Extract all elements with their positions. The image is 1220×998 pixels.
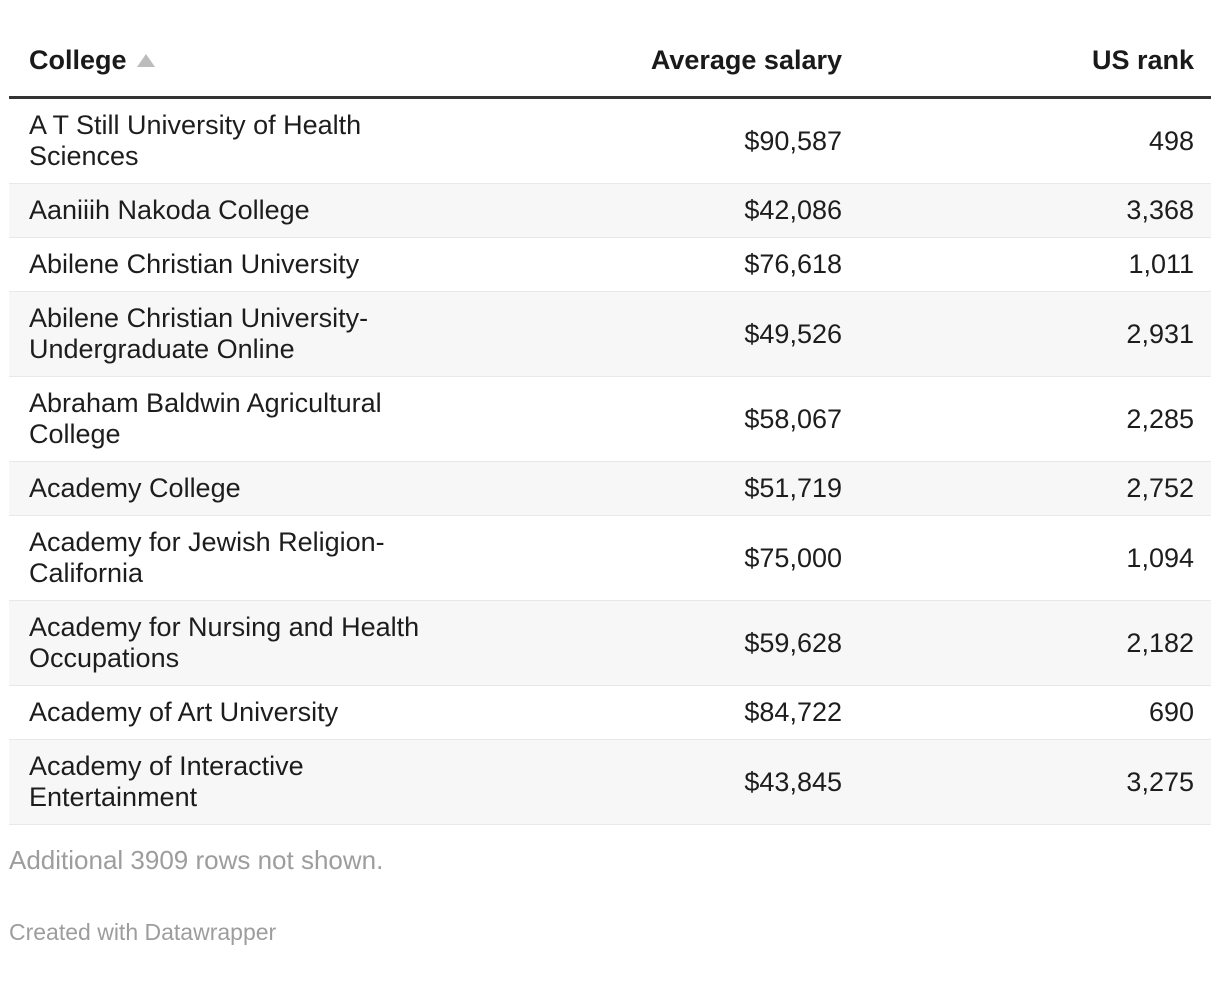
us-rank-cell: 1,011: [842, 237, 1211, 292]
table-row: Abilene Christian University-Undergradua…: [9, 291, 1211, 377]
us-rank-cell: 3,275: [842, 739, 1211, 825]
table-row: Abilene Christian University $76,618 1,0…: [9, 237, 1211, 292]
column-header-us-rank[interactable]: US rank: [842, 40, 1211, 99]
college-name-cell: A T Still University of Health Sciences: [9, 97, 449, 184]
us-rank-cell: 2,931: [842, 291, 1211, 377]
college-salary-table: College Average salary US rank A T Still…: [9, 40, 1211, 825]
us-rank-cell: 2,285: [842, 376, 1211, 462]
table-row: Academy of Interactive Entertainment $43…: [9, 739, 1211, 825]
column-header-average-salary[interactable]: Average salary: [449, 40, 842, 99]
college-name-cell: Academy for Nursing and Health Occupatio…: [9, 600, 449, 686]
college-name-cell: Academy of Art University: [9, 685, 449, 740]
table-row: Academy of Art University $84,722 690: [9, 685, 1211, 740]
college-name-cell: Academy for Jewish Religion-California: [9, 515, 449, 601]
college-name-cell: Abilene Christian University: [9, 237, 449, 292]
table-row: Academy College $51,719 2,752: [9, 461, 1211, 516]
us-rank-cell: 1,094: [842, 515, 1211, 601]
average-salary-cell: $75,000: [449, 515, 842, 601]
column-header-us-rank-label: US rank: [1091, 45, 1194, 75]
datawrapper-credit: Created with Datawrapper: [9, 919, 277, 945]
average-salary-cell: $42,086: [449, 183, 842, 238]
sort-ascending-icon: [136, 54, 155, 67]
table-row: Academy for Jewish Religion-California $…: [9, 515, 1211, 601]
table-row: Academy for Nursing and Health Occupatio…: [9, 600, 1211, 686]
us-rank-cell: 498: [842, 97, 1211, 184]
column-header-average-salary-label: Average salary: [650, 45, 842, 75]
us-rank-cell: 2,752: [842, 461, 1211, 516]
average-salary-cell: $58,067: [449, 376, 842, 462]
column-header-college[interactable]: College: [9, 40, 449, 99]
college-name-cell: Abraham Baldwin Agricultural College: [9, 376, 449, 462]
column-header-college-label: College: [29, 45, 127, 75]
table-row: Aaniiih Nakoda College $42,086 3,368: [9, 183, 1211, 238]
table-body: A T Still University of Health Sciences …: [9, 97, 1211, 825]
rows-not-shown-note: Additional 3909 rows not shown.: [9, 845, 384, 875]
average-salary-cell: $84,722: [449, 685, 842, 740]
college-name-cell: Aaniiih Nakoda College: [9, 183, 449, 238]
average-salary-cell: $76,618: [449, 237, 842, 292]
table-row: A T Still University of Health Sciences …: [9, 97, 1211, 184]
us-rank-cell: 3,368: [842, 183, 1211, 238]
college-name-cell: Academy College: [9, 461, 449, 516]
average-salary-cell: $59,628: [449, 600, 842, 686]
table-header-row: College Average salary US rank: [9, 40, 1211, 99]
average-salary-cell: $43,845: [449, 739, 842, 825]
college-name-cell: Academy of Interactive Entertainment: [9, 739, 449, 825]
average-salary-cell: $51,719: [449, 461, 842, 516]
college-name-cell: Abilene Christian University-Undergradua…: [9, 291, 449, 377]
table-row: Abraham Baldwin Agricultural College $58…: [9, 376, 1211, 462]
average-salary-cell: $90,587: [449, 97, 842, 184]
average-salary-cell: $49,526: [449, 291, 842, 377]
us-rank-cell: 2,182: [842, 600, 1211, 686]
us-rank-cell: 690: [842, 685, 1211, 740]
